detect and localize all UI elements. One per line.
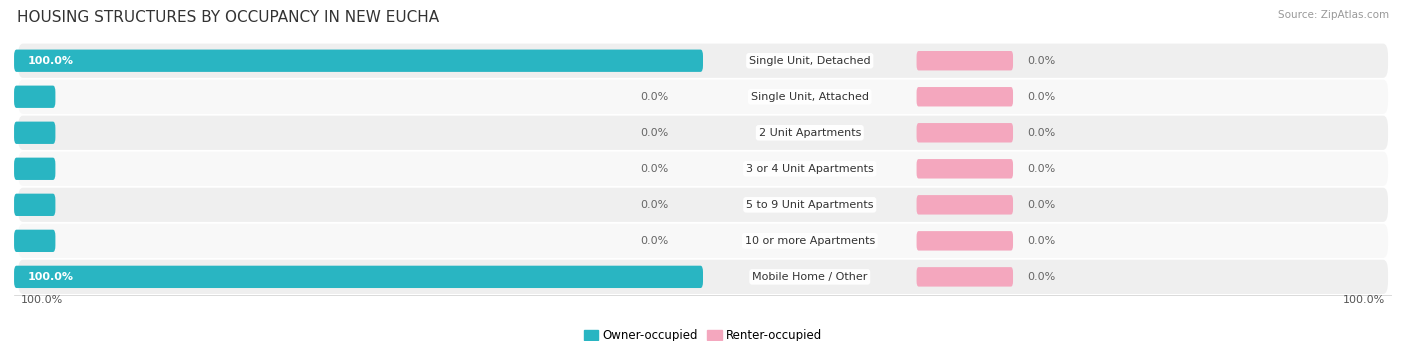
- FancyBboxPatch shape: [18, 224, 1388, 258]
- Text: 0.0%: 0.0%: [640, 200, 669, 210]
- Text: 0.0%: 0.0%: [1026, 56, 1054, 66]
- Text: 0.0%: 0.0%: [1026, 272, 1054, 282]
- Text: 2 Unit Apartments: 2 Unit Apartments: [759, 128, 860, 138]
- FancyBboxPatch shape: [917, 159, 1014, 179]
- Text: 10 or more Apartments: 10 or more Apartments: [745, 236, 875, 246]
- Text: 0.0%: 0.0%: [640, 92, 669, 102]
- FancyBboxPatch shape: [18, 44, 1388, 78]
- Text: 5 to 9 Unit Apartments: 5 to 9 Unit Apartments: [747, 200, 873, 210]
- Text: Mobile Home / Other: Mobile Home / Other: [752, 272, 868, 282]
- Text: Single Unit, Detached: Single Unit, Detached: [749, 56, 870, 66]
- Text: HOUSING STRUCTURES BY OCCUPANCY IN NEW EUCHA: HOUSING STRUCTURES BY OCCUPANCY IN NEW E…: [17, 10, 439, 25]
- FancyBboxPatch shape: [18, 152, 1388, 186]
- Text: 100.0%: 100.0%: [1343, 295, 1385, 305]
- Text: 3 or 4 Unit Apartments: 3 or 4 Unit Apartments: [747, 164, 873, 174]
- Text: 100.0%: 100.0%: [28, 56, 75, 66]
- Legend: Owner-occupied, Renter-occupied: Owner-occupied, Renter-occupied: [579, 325, 827, 341]
- FancyBboxPatch shape: [14, 158, 55, 180]
- FancyBboxPatch shape: [18, 260, 1388, 294]
- Text: 0.0%: 0.0%: [1026, 236, 1054, 246]
- FancyBboxPatch shape: [917, 231, 1014, 251]
- FancyBboxPatch shape: [917, 267, 1014, 286]
- FancyBboxPatch shape: [14, 49, 703, 72]
- Text: 0.0%: 0.0%: [1026, 164, 1054, 174]
- FancyBboxPatch shape: [14, 194, 55, 216]
- FancyBboxPatch shape: [917, 195, 1014, 214]
- FancyBboxPatch shape: [18, 80, 1388, 114]
- FancyBboxPatch shape: [14, 266, 703, 288]
- FancyBboxPatch shape: [917, 51, 1014, 71]
- Text: 0.0%: 0.0%: [1026, 92, 1054, 102]
- Text: 0.0%: 0.0%: [640, 164, 669, 174]
- FancyBboxPatch shape: [14, 122, 55, 144]
- Text: 100.0%: 100.0%: [28, 272, 75, 282]
- FancyBboxPatch shape: [14, 230, 55, 252]
- FancyBboxPatch shape: [14, 86, 55, 108]
- FancyBboxPatch shape: [917, 123, 1014, 143]
- FancyBboxPatch shape: [18, 116, 1388, 150]
- Text: Single Unit, Attached: Single Unit, Attached: [751, 92, 869, 102]
- Text: 100.0%: 100.0%: [21, 295, 63, 305]
- FancyBboxPatch shape: [18, 188, 1388, 222]
- Text: Source: ZipAtlas.com: Source: ZipAtlas.com: [1278, 10, 1389, 20]
- Text: 0.0%: 0.0%: [1026, 128, 1054, 138]
- Text: 0.0%: 0.0%: [640, 236, 669, 246]
- Text: 0.0%: 0.0%: [1026, 200, 1054, 210]
- FancyBboxPatch shape: [917, 87, 1014, 106]
- Text: 0.0%: 0.0%: [640, 128, 669, 138]
